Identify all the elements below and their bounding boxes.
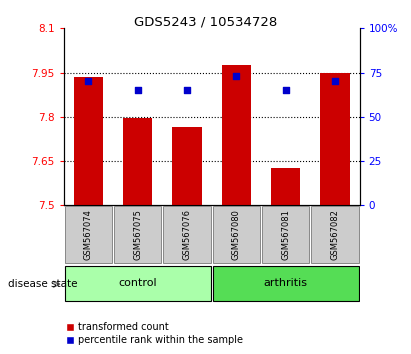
- Point: [184, 87, 190, 93]
- Text: GSM567080: GSM567080: [232, 209, 241, 260]
- Point: [85, 79, 92, 84]
- Bar: [262, 206, 309, 263]
- Point: [282, 87, 289, 93]
- Text: GDS5243 / 10534728: GDS5243 / 10534728: [134, 16, 277, 29]
- Bar: [320, 73, 350, 205]
- Bar: [74, 77, 103, 205]
- Legend: transformed count, percentile rank within the sample: transformed count, percentile rank withi…: [62, 319, 247, 349]
- Bar: [271, 169, 300, 205]
- Point: [233, 73, 240, 79]
- Point: [332, 79, 338, 84]
- Bar: [172, 127, 202, 205]
- Text: arthritis: arthritis: [263, 278, 308, 288]
- Text: GSM567081: GSM567081: [281, 209, 290, 260]
- Text: disease state: disease state: [8, 279, 78, 289]
- Bar: [222, 65, 251, 205]
- Bar: [212, 206, 260, 263]
- Bar: [114, 206, 162, 263]
- Text: GSM567076: GSM567076: [182, 209, 192, 260]
- Text: GSM567074: GSM567074: [84, 209, 93, 260]
- Point: [134, 87, 141, 93]
- Bar: [311, 206, 359, 263]
- Bar: [65, 266, 211, 301]
- Bar: [123, 118, 152, 205]
- Bar: [163, 206, 211, 263]
- Bar: [65, 206, 112, 263]
- Text: GSM567075: GSM567075: [133, 209, 142, 260]
- Text: control: control: [118, 278, 157, 288]
- Text: GSM567082: GSM567082: [330, 209, 339, 260]
- Bar: [212, 266, 359, 301]
